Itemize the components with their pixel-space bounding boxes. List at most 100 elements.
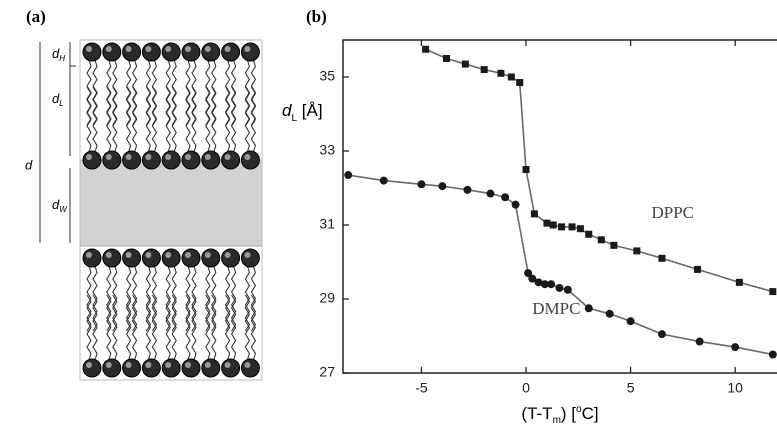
data-point: [522, 166, 530, 173]
head-highlight: [224, 154, 231, 160]
lipid-head: [82, 42, 102, 62]
lipid-tail: [125, 86, 132, 153]
lipid-head: [181, 358, 201, 378]
lipid-tail: [92, 294, 98, 361]
annotation: DMPC: [532, 299, 580, 318]
data-point: [463, 185, 472, 194]
y-tick-label: 31: [319, 216, 335, 232]
lipid-tail: [191, 86, 197, 153]
data-point: [422, 45, 430, 53]
label-head: (T-T: [521, 404, 552, 423]
lipid-tail: [112, 86, 118, 153]
lipid-tail: [106, 265, 112, 332]
data-point: [501, 193, 510, 202]
lipid-tail: [205, 86, 211, 153]
lipid-tail: [230, 86, 237, 153]
data-point: [597, 236, 605, 244]
lipid-head: [82, 248, 102, 268]
lipid-head: [102, 248, 122, 268]
lipid-tail: [86, 265, 92, 332]
data-point: [543, 219, 551, 227]
lipid-tail: [165, 294, 171, 361]
chart: (b) dL [Å] (T-Tm) [oC] 27 29 31 33 35 -5 0 5 10 D…: [282, 7, 777, 426]
lipid-tail: [131, 294, 138, 361]
water-layer: [79, 159, 263, 247]
head-highlight: [125, 154, 132, 160]
data-point: [555, 283, 564, 292]
lipid-tail: [211, 294, 217, 361]
label-sub: H: [59, 54, 65, 63]
lipid-tail: [224, 265, 231, 332]
head-highlight: [204, 46, 211, 52]
head-highlight: [165, 154, 172, 160]
data-point: [486, 189, 495, 198]
head-highlight: [145, 252, 152, 258]
head-highlight: [86, 252, 92, 258]
label-sup: o: [576, 404, 582, 415]
lipid-head: [122, 248, 142, 268]
head-highlight: [244, 362, 251, 368]
lipid-head: [141, 42, 161, 62]
data-point: [507, 73, 515, 81]
lipid-tail: [151, 294, 158, 361]
lipid-head: [221, 150, 241, 170]
data-point: [534, 278, 543, 287]
data-point: [549, 221, 557, 229]
lipid-tail: [211, 86, 217, 153]
head-highlight: [224, 252, 231, 258]
lipid-tail: [131, 86, 138, 153]
data-point: [633, 247, 641, 255]
d-l-label: dL: [52, 91, 64, 108]
head-highlight: [145, 362, 152, 368]
lipid-tail: [86, 294, 92, 361]
head-highlight: [244, 252, 251, 258]
head-highlight: [224, 362, 231, 368]
lipid-tail: [230, 294, 237, 361]
panel-label: (a): [26, 7, 46, 26]
lipid-head: [141, 248, 161, 268]
x-tick-label: 10: [727, 380, 743, 396]
lipid-head: [201, 358, 221, 378]
head-highlight: [105, 362, 112, 368]
head-highlight: [185, 46, 191, 52]
lipid-head: [122, 358, 142, 378]
lipid-head: [240, 248, 260, 268]
label-sub: L: [59, 99, 63, 108]
lipid-tail: [185, 294, 191, 361]
lipid-tail: [224, 294, 231, 361]
data-point: [735, 278, 743, 286]
head-highlight: [105, 154, 112, 160]
lipid-head: [221, 358, 241, 378]
data-point: [626, 317, 635, 326]
lipid-tail: [92, 265, 98, 332]
lipid-tail: [185, 265, 191, 332]
d-w-label: dW: [52, 197, 68, 214]
lipid-head: [161, 248, 181, 268]
head-highlight: [145, 46, 152, 52]
lipid-head: [181, 248, 201, 268]
y-tick-label: 35: [319, 68, 335, 84]
lipid-tail: [191, 265, 197, 332]
head-highlight: [125, 46, 132, 52]
lipid-head: [221, 248, 241, 268]
data-point: [530, 210, 538, 218]
lipid-tail: [125, 265, 132, 332]
data-point: [379, 176, 388, 185]
lipid-tail: [171, 294, 177, 361]
lipid-head: [201, 42, 221, 62]
lipid-tail: [106, 86, 112, 153]
head-highlight: [105, 46, 112, 52]
lipid-head: [82, 358, 102, 378]
head-highlight: [204, 154, 211, 160]
y-axis-label: dL [Å]: [282, 101, 323, 123]
lipid-tail: [125, 294, 132, 361]
head-highlight: [145, 154, 152, 160]
data-point: [658, 254, 666, 262]
label-sub: L: [291, 113, 297, 124]
data-point: [769, 288, 777, 296]
data-point: [461, 60, 469, 68]
lipid-tail: [250, 265, 257, 332]
data-point: [344, 171, 353, 180]
